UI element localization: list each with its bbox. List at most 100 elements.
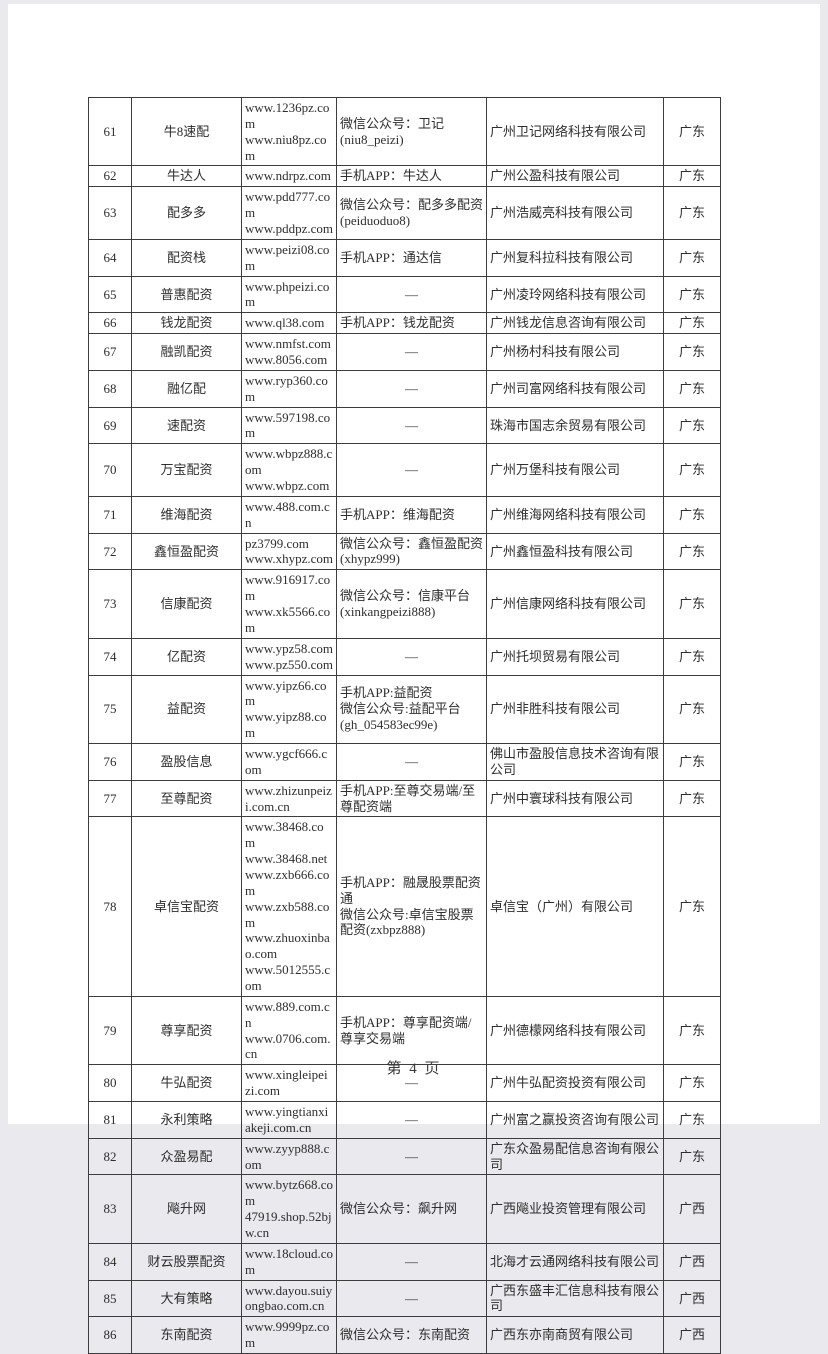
cell-platform-name: 融亿配 bbox=[131, 369, 242, 408]
cell-number: 68 bbox=[88, 369, 132, 408]
cell-websites: www.ypz58.com www.pz550.com bbox=[241, 637, 337, 676]
cell-websites: www.dayou.suiyongbao.com.cn bbox=[241, 1279, 337, 1318]
cell-app-wechat: — bbox=[336, 406, 487, 445]
cell-websites: www.1236pz.com www.niu8pz.com bbox=[241, 96, 337, 167]
cell-company: 广州凌玲网络科技有限公司 bbox=[486, 275, 664, 314]
cell-number: 86 bbox=[88, 1316, 132, 1354]
table-row: 78 卓信宝配资 www.38468.com www.38468.net www… bbox=[88, 816, 721, 997]
cell-region: 广东 bbox=[663, 779, 721, 818]
cell-websites: www.zhizunpeizi.com.cn bbox=[241, 779, 337, 818]
cell-platform-name: 配资栈 bbox=[131, 238, 242, 277]
cell-company: 广州托坝贸易有限公司 bbox=[486, 637, 664, 676]
cell-app-wechat: 微信公众号：东南配资 bbox=[336, 1316, 487, 1354]
table-row: 74 亿配资 www.ypz58.com www.pz550.com — 广州托… bbox=[88, 637, 721, 676]
cell-app-wechat: — bbox=[336, 1242, 487, 1281]
cell-company: 广州复科拉科技有限公司 bbox=[486, 238, 664, 277]
table-body: 61 牛8速配 www.1236pz.com www.niu8pz.com 微信… bbox=[88, 96, 721, 1354]
cell-region: 广东 bbox=[663, 443, 721, 497]
cell-app-wechat: — bbox=[336, 443, 487, 497]
cell-platform-name: 信康配资 bbox=[131, 569, 242, 639]
table-row: 77 至尊配资 www.zhizunpeizi.com.cn 手机APP:至尊交… bbox=[88, 779, 721, 818]
cell-app-wechat: 手机APP：融晟股票配资通 微信公众号:卓信宝股票配资(zxbpz888) bbox=[336, 816, 487, 997]
cell-app-wechat: 手机APP:益配资 微信公众号:益配平台(gh_054583ec99e) bbox=[336, 674, 487, 744]
cell-app-wechat: 微信公众号：配多多配资(peiduoduo8) bbox=[336, 186, 487, 240]
cell-number: 78 bbox=[88, 816, 132, 997]
cell-region: 广东 bbox=[663, 1137, 721, 1176]
cell-region: 广东 bbox=[663, 312, 721, 335]
cell-number: 72 bbox=[88, 532, 132, 571]
table-row: 64 配资栈 www.peizi08.com 手机APP：通达信 广州复科拉科技… bbox=[88, 238, 721, 277]
table-row: 86 东南配资 www.9999pz.com 微信公众号：东南配资 广西东亦南商… bbox=[88, 1316, 721, 1354]
cell-number: 84 bbox=[88, 1242, 132, 1281]
cell-platform-name: 钱龙配资 bbox=[131, 312, 242, 335]
cell-websites: www.916917.com www.xk5566.com bbox=[241, 569, 337, 639]
cell-company: 广州牛弘配资投资有限公司 bbox=[486, 1064, 664, 1102]
cell-websites: www.38468.com www.38468.net www.zxb666.c… bbox=[241, 816, 337, 997]
cell-platform-name: 卓信宝配资 bbox=[131, 816, 242, 997]
cell-websites: www.597198.com bbox=[241, 406, 337, 445]
cell-app-wechat: — bbox=[336, 333, 487, 371]
cell-region: 广东 bbox=[663, 637, 721, 676]
cell-app-wechat: 微信公众号：飙升网 bbox=[336, 1174, 487, 1244]
cell-app-wechat: — bbox=[336, 742, 487, 781]
cell-company: 广州司富网络科技有限公司 bbox=[486, 369, 664, 408]
cell-region: 广东 bbox=[663, 186, 721, 240]
cell-region: 广东 bbox=[663, 532, 721, 571]
cell-platform-name: 众盈易配 bbox=[131, 1137, 242, 1176]
cell-platform-name: 牛达人 bbox=[131, 165, 242, 188]
cell-websites: www.wbpz888.com www.wbpz.com bbox=[241, 443, 337, 497]
cell-number: 61 bbox=[88, 96, 132, 167]
cell-app-wechat: 手机APP：尊享配资端/尊享交易端 bbox=[336, 995, 487, 1066]
table-row: 71 维海配资 www.488.com.cn 手机APP：维海配资 广州维海网络… bbox=[88, 495, 721, 534]
cell-company: 卓信宝（广州）有限公司 bbox=[486, 816, 664, 997]
cell-region: 广东 bbox=[663, 96, 721, 167]
cell-platform-name: 永利策略 bbox=[131, 1100, 242, 1139]
table-row: 61 牛8速配 www.1236pz.com www.niu8pz.com 微信… bbox=[88, 96, 721, 167]
cell-platform-name: 东南配资 bbox=[131, 1316, 242, 1354]
cell-platform-name: 益配资 bbox=[131, 674, 242, 744]
cell-region: 广东 bbox=[663, 275, 721, 314]
cell-websites: www.peizi08.com bbox=[241, 238, 337, 277]
cell-region: 广东 bbox=[663, 995, 721, 1066]
cell-platform-name: 盈股信息 bbox=[131, 742, 242, 781]
cell-app-wechat: 手机APP：钱龙配资 bbox=[336, 312, 487, 335]
cell-number: 66 bbox=[88, 312, 132, 335]
cell-number: 79 bbox=[88, 995, 132, 1066]
cell-number: 64 bbox=[88, 238, 132, 277]
cell-websites: www.yingtianxiakeji.com.cn bbox=[241, 1100, 337, 1139]
cell-number: 67 bbox=[88, 333, 132, 371]
table-row: 79 尊享配资 www.889.com.cn www.0706.com.cn 手… bbox=[88, 995, 721, 1066]
cell-websites: www.9999pz.com bbox=[241, 1316, 337, 1354]
cell-company: 广州信康网络科技有限公司 bbox=[486, 569, 664, 639]
cell-number: 62 bbox=[88, 165, 132, 188]
cell-company: 广州浩威亮科技有限公司 bbox=[486, 186, 664, 240]
cell-websites: www.889.com.cn www.0706.com.cn bbox=[241, 995, 337, 1066]
platform-table: 61 牛8速配 www.1236pz.com www.niu8pz.com 微信… bbox=[88, 96, 721, 1354]
cell-region: 广东 bbox=[663, 674, 721, 744]
cell-company: 广州杨村科技有限公司 bbox=[486, 333, 664, 371]
cell-app-wechat: — bbox=[336, 275, 487, 314]
cell-company: 广州鑫恒盈科技有限公司 bbox=[486, 532, 664, 571]
table-row: 69 速配资 www.597198.com — 珠海市国志余贸易有限公司 广东 bbox=[88, 406, 721, 445]
table-row: 68 融亿配 www.ryp360.com — 广州司富网络科技有限公司 广东 bbox=[88, 369, 721, 408]
cell-number: 65 bbox=[88, 275, 132, 314]
cell-region: 广西 bbox=[663, 1242, 721, 1281]
table-row: 62 牛达人 www.ndrpz.com 手机APP：牛达人 广州公盈科技有限公… bbox=[88, 165, 721, 188]
cell-platform-name: 亿配资 bbox=[131, 637, 242, 676]
table-row: 70 万宝配资 www.wbpz888.com www.wbpz.com — 广… bbox=[88, 443, 721, 497]
cell-company: 北海才云通网络科技有限公司 bbox=[486, 1242, 664, 1281]
cell-number: 85 bbox=[88, 1279, 132, 1318]
table-row: 80 牛弘配资 www.xingleipeizi.com — 广州牛弘配资投资有… bbox=[88, 1064, 721, 1102]
page-number: 第 4 页 bbox=[386, 1061, 442, 1077]
cell-websites: www.nmfst.com www.8056.com bbox=[241, 333, 337, 371]
cell-region: 广东 bbox=[663, 406, 721, 445]
cell-number: 83 bbox=[88, 1174, 132, 1244]
document-page: 61 牛8速配 www.1236pz.com www.niu8pz.com 微信… bbox=[8, 4, 820, 1354]
cell-app-wechat: — bbox=[336, 1100, 487, 1139]
cell-websites: www.ndrpz.com bbox=[241, 165, 337, 188]
cell-company: 广州卫记网络科技有限公司 bbox=[486, 96, 664, 167]
table-row: 85 大有策略 www.dayou.suiyongbao.com.cn — 广西… bbox=[88, 1279, 721, 1318]
cell-websites: www.pdd777.com www.pddpz.com bbox=[241, 186, 337, 240]
table-row: 81 永利策略 www.yingtianxiakeji.com.cn — 广州富… bbox=[88, 1100, 721, 1139]
table-row: 67 融凯配资 www.nmfst.com www.8056.com — 广州杨… bbox=[88, 333, 721, 371]
